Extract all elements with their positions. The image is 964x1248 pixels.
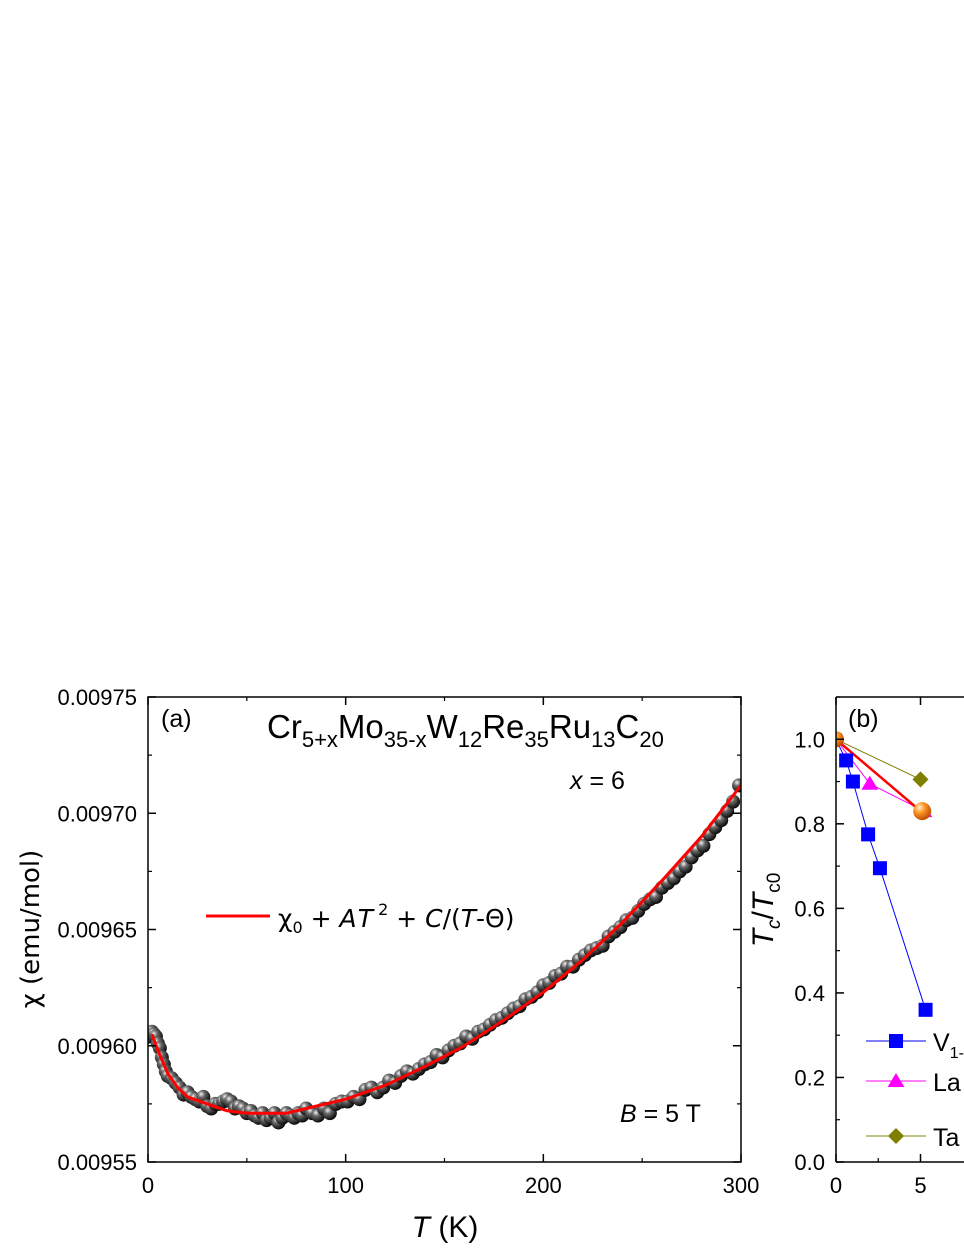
y-tick-label: 0.0 (794, 1150, 825, 1175)
y-tick-label: 1.0 (794, 727, 825, 752)
legend: V1- La Ta (866, 1029, 964, 1152)
data-point (696, 838, 711, 853)
legend-label: La (933, 1069, 961, 1097)
triangle-marker (861, 775, 879, 790)
formula-subscript: 5+x (302, 727, 338, 752)
triangle-marker (887, 1072, 905, 1088)
legend-label: Ta (933, 1124, 960, 1152)
square-marker (918, 1002, 933, 1017)
y-tick-label: 0.00960 (57, 1034, 137, 1059)
y-tick-label: 0.8 (794, 812, 825, 837)
formula-element: Re (482, 708, 524, 745)
legend-label: V1- (933, 1029, 964, 1062)
x-tick-label: 0 (142, 1173, 154, 1198)
formula-subscript: 35-x (384, 727, 427, 752)
y-tick-label: 0.00970 (57, 801, 137, 826)
square-marker (872, 861, 887, 876)
axis-ticks: 0 100 200 300 0.00955 0.00960 0.00965 0.00970 0.… (57, 685, 759, 1198)
y-tick-label: 0.4 (794, 981, 825, 1006)
formula-element: Cr (267, 708, 302, 745)
y-tick-label: 0.2 (794, 1065, 825, 1090)
diamond-series-line (836, 738, 921, 780)
sphere-marker (913, 802, 932, 821)
fit-line (836, 738, 927, 817)
panel-label: (b) (848, 705, 879, 733)
x-tick-label: 0 (830, 1173, 842, 1198)
formula-subscript: 20 (639, 727, 663, 752)
square-marker (839, 753, 854, 768)
diamond-marker (887, 1127, 905, 1145)
formula-subscript: 13 (591, 727, 615, 752)
diamond-marker (912, 771, 929, 788)
y-tick-label: 0.00955 (57, 1150, 137, 1175)
legend-entry: Ta (866, 1124, 960, 1152)
axis-ticks: 0 5 0.0 0.2 0.4 0.6 0.8 1.0 (794, 696, 927, 1198)
data-points (148, 778, 741, 1130)
series-markers (836, 731, 933, 1017)
square-marker (845, 774, 860, 789)
square-marker (889, 1034, 903, 1048)
square-marker (861, 827, 876, 842)
panel-a: 0 100 200 300 0.00955 0.00960 0.00965 0.00970 0.… (16, 685, 759, 1244)
y-tick-label: 0.6 (794, 896, 825, 921)
formula-element: W (427, 708, 459, 745)
fit-line (150, 784, 741, 1115)
x-tick-label: 300 (723, 1173, 760, 1198)
formula-subscript: 35 (524, 727, 548, 752)
compound-formula: Cr5+xMo35-xW12Re35Ru13C20 (267, 708, 664, 752)
x-annotation: x = 6 (569, 767, 625, 795)
formula-element: Ru (549, 708, 591, 745)
formula-element: C (616, 708, 640, 745)
fit-line (836, 738, 927, 817)
legend-entry: La (866, 1069, 961, 1097)
y-axis-label: χ (emu/mol) (16, 850, 46, 1009)
x-tick-label: 200 (525, 1173, 562, 1198)
formula-subscript: 12 (458, 727, 482, 752)
x-tick-label: 100 (327, 1173, 364, 1198)
panel-b: 0 5 0.0 0.2 0.4 0.6 0.8 1.0 (b) Tc/Tc0 V1- La Ta (747, 696, 964, 1198)
y-tick-label: 0.00975 (57, 685, 137, 710)
y-tick-label: 0.00965 (57, 918, 137, 943)
b-annotation: B = 5 T (620, 1100, 701, 1128)
panel-label: (a) (161, 705, 192, 733)
x-tick-label: 5 (914, 1173, 926, 1198)
legend-entry: V1- (866, 1029, 964, 1062)
formula-element: Mo (338, 708, 384, 745)
x-axis-label: T (K) (412, 1211, 479, 1244)
y-axis-label: Tc/Tc0 (747, 873, 785, 948)
